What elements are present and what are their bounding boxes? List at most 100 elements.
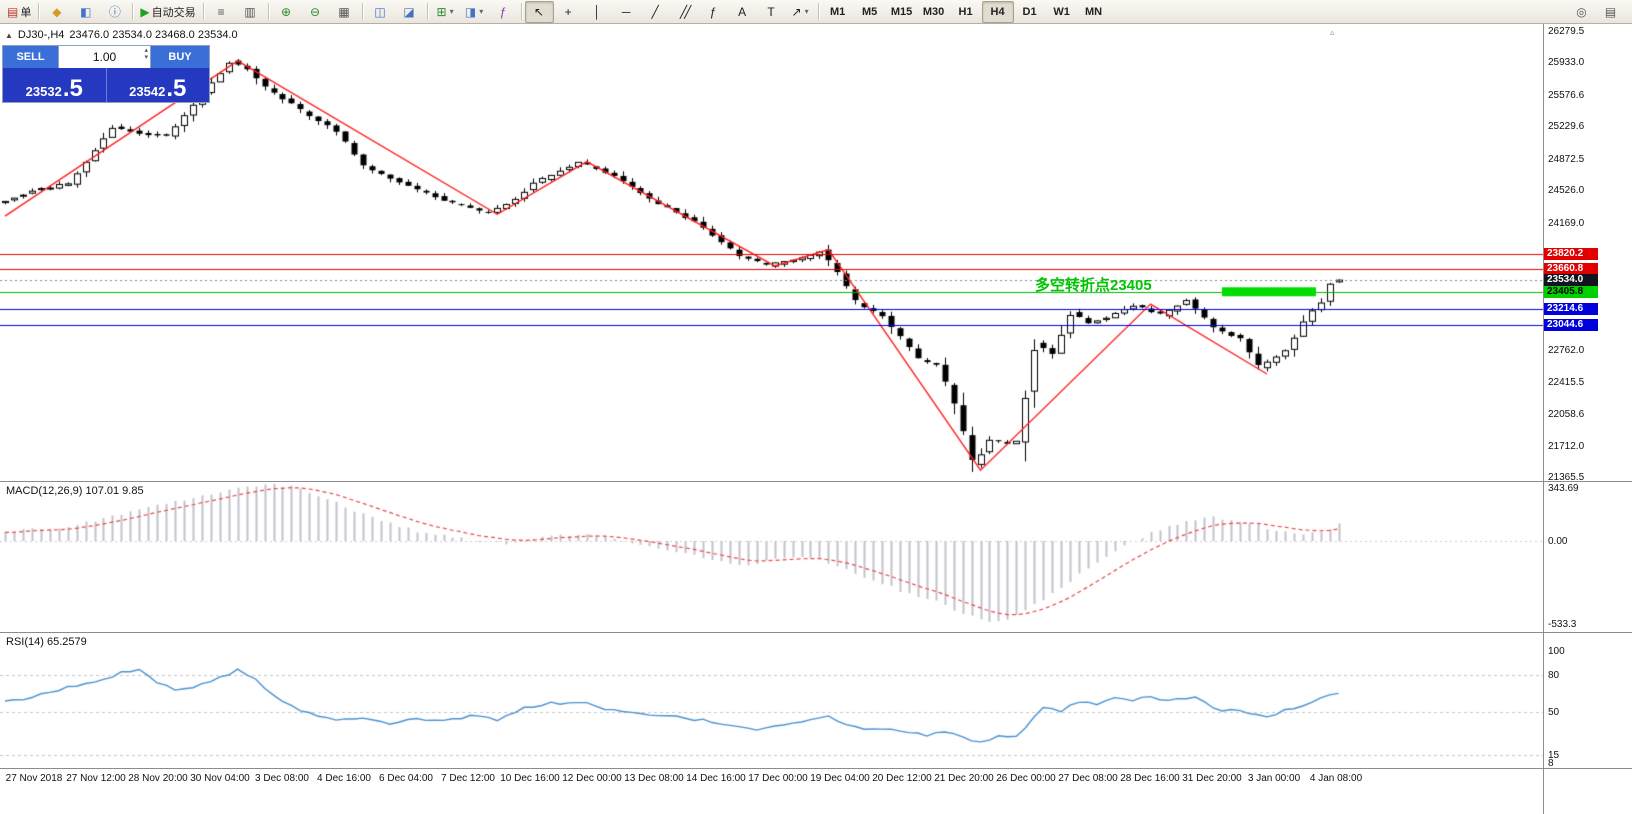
buy-button[interactable]: BUY (151, 46, 209, 68)
tf-w1-label: W1 (1053, 5, 1070, 18)
price-tick-label: 22415.5 (1548, 376, 1585, 388)
price-axis[interactable]: 26279.5 25933.0 25576.6 25229.6 24872.5 24526… (1543, 24, 1632, 814)
macd-canvas[interactable] (0, 482, 1543, 632)
buy-price[interactable]: 23542 .5 (105, 68, 210, 102)
window-list-button[interactable]: ▤ (1596, 1, 1625, 23)
rsi-canvas[interactable] (0, 633, 1543, 768)
price-tick-label: 22058.6 (1548, 409, 1585, 421)
horizontal-line-tool-icon: ─ (621, 4, 631, 19)
zoom-in-icon: ⊕ (281, 4, 292, 19)
indicators-list-button[interactable]: ƒ (489, 1, 518, 23)
macd-pane: MACD(12,26,9) 107.01 9.85 (0, 482, 1543, 633)
buy-price-main: 23542 (129, 83, 166, 99)
arrows-tool-icon: ↗ (791, 4, 802, 19)
tile-windows-button[interactable]: ◫ (366, 1, 395, 23)
trendline-tool-button[interactable]: ╱ (641, 1, 670, 23)
horizontal-line-tool-button[interactable]: ─ (612, 1, 641, 23)
chart-ohlc-values: 23476.0 23534.0 23468.0 23534.0 (69, 29, 238, 41)
time-axis-label: 3 Dec 08:00 (255, 773, 309, 784)
chart-profiles-button[interactable]: ◨ ▾ (460, 1, 489, 23)
main-chart-pane: ▲ DJ30-,H4 23476.0 23534.0 23468.0 23534… (0, 24, 1543, 482)
volume-spinner: ▴ ▾ (144, 47, 148, 61)
zoom-out-button[interactable]: ⊖ (301, 1, 330, 23)
chart-bars-style-button[interactable]: ≡ (207, 1, 236, 23)
terminal-button[interactable]: ⓘ (100, 1, 129, 23)
zoom-in-button[interactable]: ⊕ (272, 1, 301, 23)
tf-m5-button[interactable]: M5 (854, 1, 886, 23)
buy-button-label: BUY (168, 51, 192, 63)
time-axis-label: 13 Dec 08:00 (624, 773, 684, 784)
macd-axis-label: -533.3 (1548, 618, 1577, 630)
label-tool-button[interactable]: T (757, 1, 786, 23)
time-axis-label: 21 Dec 20:00 (934, 773, 994, 784)
time-axis-label: 28 Nov 20:00 (128, 773, 188, 784)
autotrading-label: 自动交易 (151, 6, 196, 19)
rsi-pane: RSI(14) 65.2579 (0, 633, 1543, 769)
volume-up-icon[interactable]: ▴ (144, 47, 148, 54)
tf-m30-label: M30 (922, 5, 945, 18)
tf-m15-button[interactable]: M15 (886, 1, 918, 23)
cursor-tool-button[interactable]: ↖ (524, 0, 554, 23)
chart-candles-style-button[interactable]: ▥ (236, 1, 265, 23)
toolbar: ▤ 单 ◆ ◧ ⓘ ▶ 自动交易 ≡ ▥ ⊕ ⊖ ▦ ◫ ◪ ⊞ ▾ ◨ ▾ ƒ ↖ + │ ─ ╱ ╱╱ ƒ A T ↗ ▾ M1 M5 M1… (0, 0, 1632, 24)
cascade-windows-button[interactable]: ◪ (395, 1, 424, 23)
channel-tool-button[interactable]: ╱╱ (670, 1, 699, 23)
quick-search-button[interactable]: ◎ (1567, 1, 1596, 23)
axis-separator (1544, 632, 1632, 633)
price-tick-label: 22762.0 (1548, 345, 1585, 357)
indicators-list-icon: ƒ (499, 4, 507, 19)
tf-mn-button[interactable]: MN (1078, 1, 1110, 23)
new-order-button[interactable]: ▤ 单 (3, 1, 35, 23)
rsi-axis-label: 15 (1548, 749, 1560, 761)
market-watch-button[interactable]: ◆ (42, 1, 71, 23)
tf-m1-label: M1 (829, 5, 846, 18)
chart-symbol-icon: ▲ (5, 30, 13, 40)
tf-m1-button[interactable]: M1 (822, 1, 854, 23)
tf-m30-button[interactable]: M30 (918, 1, 950, 23)
cursor-tool-icon: ↖ (534, 4, 545, 19)
price-tick-label: 21365.5 (1548, 471, 1585, 483)
time-axis-label: 12 Dec 00:00 (562, 773, 622, 784)
navigator-button[interactable]: ◧ (71, 1, 100, 23)
tf-d1-label: D1 (1022, 5, 1037, 18)
new-order-label: 单 (20, 6, 32, 19)
fibonacci-tool-button[interactable]: ƒ (699, 1, 728, 23)
sell-price[interactable]: 23532 .5 (3, 68, 106, 102)
macd-axis-label: 0.00 (1548, 536, 1568, 547)
sell-price-main: 23532 (25, 83, 62, 99)
tf-w1-button[interactable]: W1 (1046, 1, 1078, 23)
arrows-tool-button[interactable]: ↗ ▾ (786, 1, 815, 23)
toolbar-separator (361, 3, 363, 20)
fibonacci-tool-icon: ƒ (709, 4, 717, 19)
market-watch-icon: ◆ (52, 4, 62, 19)
main-chart-canvas[interactable] (0, 24, 1543, 481)
pivot-annotation-text[interactable]: 多空转折点23405 (1035, 277, 1152, 294)
rsi-axis-label: 50 (1548, 707, 1560, 718)
text-tool-button[interactable]: A (728, 1, 757, 23)
crosshair-tool-icon: + (564, 4, 572, 19)
time-axis[interactable]: 27 Nov 2018 27 Nov 12:00 28 Nov 20:00 30 No… (0, 769, 1543, 814)
trendline-tool-icon: ╱ (651, 4, 659, 19)
chart-symbol-label: DJ30-,H4 (17, 29, 65, 41)
autotrading-button[interactable]: ▶ 自动交易 (136, 1, 199, 23)
grid-button[interactable]: ▦ (330, 1, 359, 23)
new-chart-button[interactable]: ⊞ ▾ (431, 1, 460, 23)
tf-d1-button[interactable]: D1 (1014, 1, 1046, 23)
rsi-axis-label: 80 (1548, 670, 1560, 682)
vertical-line-tool-button[interactable]: │ (583, 1, 612, 23)
buy-price-frac: .5 (166, 74, 187, 102)
tf-h4-button[interactable]: H4 (981, 0, 1014, 23)
time-axis-label: 17 Dec 00:00 (748, 773, 808, 784)
sell-button[interactable]: SELL (3, 46, 58, 68)
volume-down-icon[interactable]: ▾ (144, 54, 148, 61)
window-list-icon: ▤ (1604, 4, 1617, 19)
time-axis-label: 30 Nov 04:00 (190, 773, 250, 784)
toolbar-separator (38, 3, 40, 20)
time-axis-label: 4 Jan 08:00 (1309, 773, 1363, 784)
tf-h1-button[interactable]: H1 (950, 1, 982, 23)
trade-panel-price-row: 23532 .5 23542 .5 (3, 68, 209, 102)
cascade-windows-icon: ◪ (403, 4, 415, 19)
grid-icon: ▦ (338, 4, 350, 19)
crosshair-tool-button[interactable]: + (554, 1, 583, 23)
volume-input[interactable] (76, 49, 133, 65)
